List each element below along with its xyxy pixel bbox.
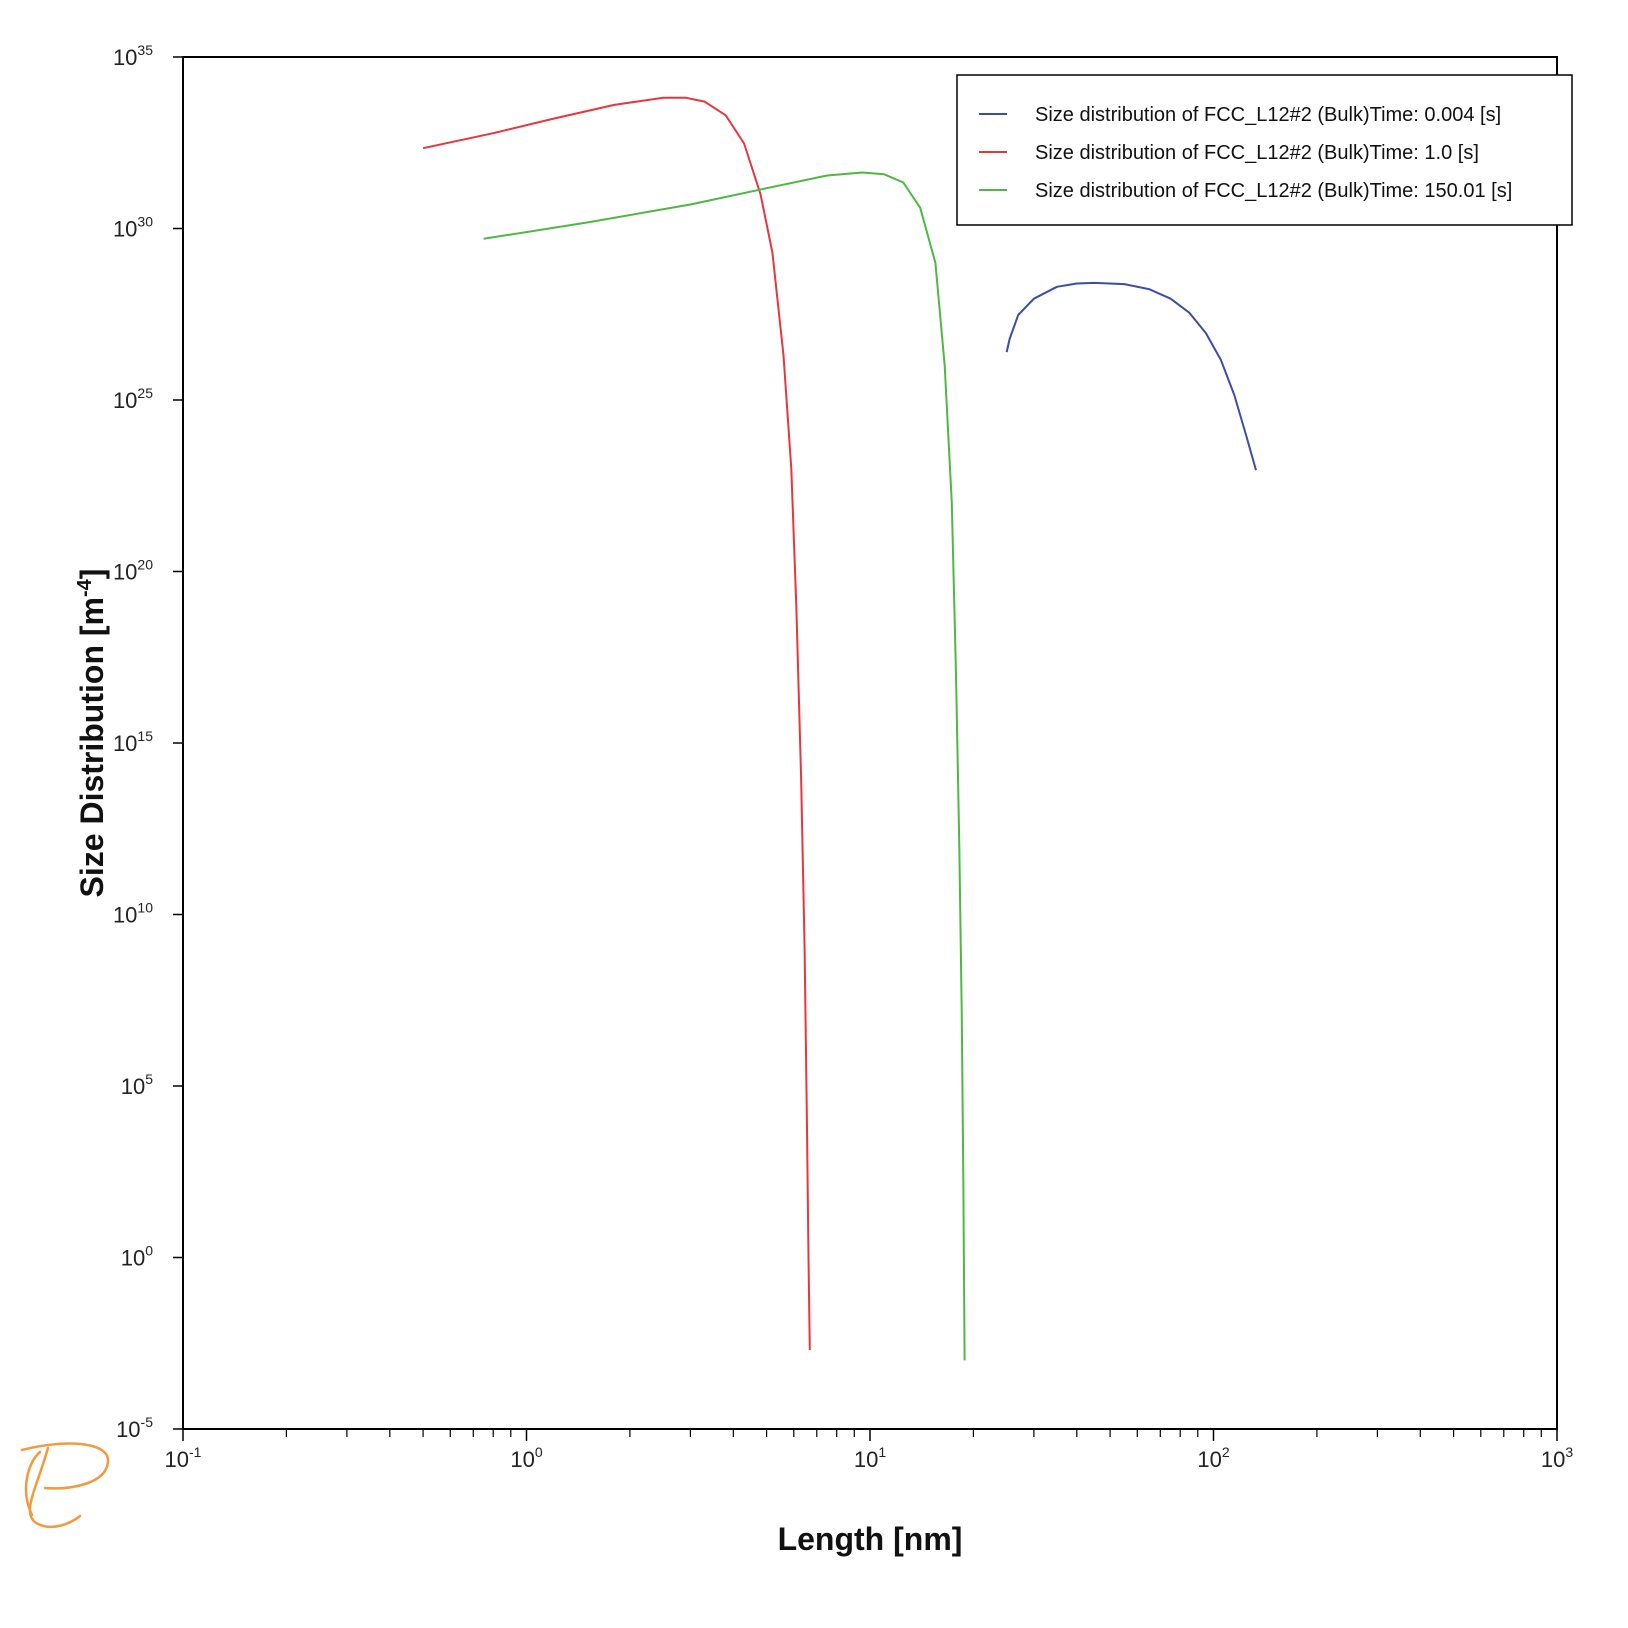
y-tick-base: 10 [113,731,137,756]
plot-area [182,56,1558,1430]
plot-frame [182,56,1558,1430]
x-tick-label: 10-1 [165,1444,202,1472]
y-axis-title-tail: ] [74,569,110,580]
y-tick-label: 1010 [113,900,153,928]
y-tick-label: 1020 [113,557,153,585]
y-tick-label: 1030 [113,214,153,242]
y-tick-exp: 5 [145,1071,153,1087]
legend-label-3: Size distribution of FCC_L12#2 (Bulk)Tim… [1035,180,1512,202]
thermo-calc-logo-icon [20,1442,110,1529]
x-tick-base: 10 [510,1447,534,1472]
y-tick-base: 10 [113,45,137,70]
series-layer [422,96,1257,1361]
y-tick-label: 1015 [113,728,153,756]
x-tick-exp: -1 [189,1444,202,1460]
y-tick-base: 10 [116,1417,140,1442]
x-tick-base: 10 [1541,1447,1565,1472]
axis-ticks: 10-1 100 101 102 103103510301025102010151010… [113,42,1573,1472]
y-tick-base: 10 [113,388,137,413]
x-tick-exp: 2 [1222,1444,1230,1460]
y-tick-exp: 10 [137,900,153,916]
x-tick-label: 101 [854,1444,886,1472]
y-tick-exp: 30 [137,214,153,230]
y-tick-base: 10 [121,1246,145,1271]
y-tick-exp: 20 [137,557,153,573]
x-tick-base: 10 [1197,1447,1221,1472]
series-line-1 [1005,281,1257,471]
y-axis-title: Size Distribution [m-4] [74,569,110,898]
legend: Size distribution of FCC_L12#2 (Bulk)Tim… [956,74,1573,226]
x-tick-label: 100 [510,1444,542,1472]
y-tick-label: 1035 [113,42,153,70]
legend-label-1: Size distribution of FCC_L12#2 (Bulk)Tim… [1035,104,1501,126]
y-tick-base: 10 [113,560,137,585]
x-tick-label: 102 [1197,1444,1229,1472]
y-tick-base: 10 [113,217,137,242]
series-line-2 [422,96,811,1351]
y-tick-base: 10 [121,1074,145,1099]
y-tick-label: 105 [121,1071,153,1099]
y-tick-label: 10-5 [116,1414,153,1442]
y-tick-exp: 25 [137,385,153,401]
x-tick-exp: 0 [535,1444,543,1460]
y-axis-title-sup: -4 [74,578,96,597]
y-tick-label: 1025 [113,385,153,413]
x-tick-exp: 1 [878,1444,886,1460]
x-tick-label: 103 [1541,1444,1573,1472]
x-axis-title: Length [nm] [778,1521,963,1557]
y-tick-exp: 15 [137,728,153,744]
y-tick-exp: -5 [141,1414,154,1430]
y-tick-label: 100 [121,1243,153,1271]
x-tick-exp: 3 [1565,1444,1573,1460]
legend-box [956,74,1573,226]
x-tick-base: 10 [165,1447,189,1472]
y-axis-title-main: Size Distribution [m [74,597,110,897]
y-tick-exp: 0 [145,1243,153,1259]
legend-label-2: Size distribution of FCC_L12#2 (Bulk)Tim… [1035,142,1479,164]
y-tick-base: 10 [113,903,137,928]
y-tick-exp: 35 [137,42,153,58]
x-tick-base: 10 [854,1447,878,1472]
series-line-3 [483,171,966,1361]
